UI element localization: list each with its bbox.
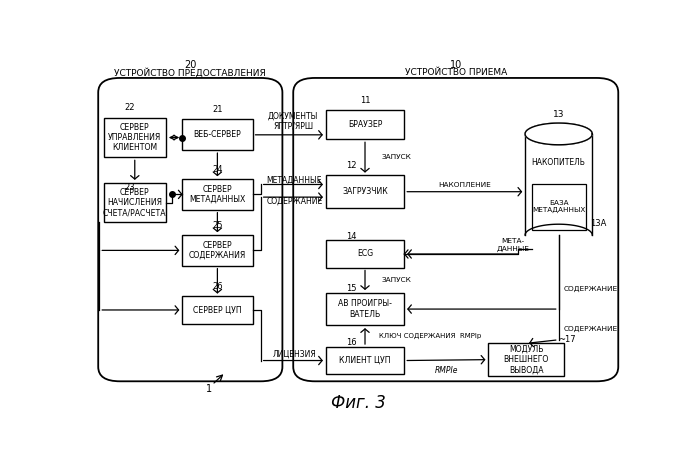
Text: 26: 26 (212, 282, 223, 291)
Text: RMPIe: RMPIe (435, 366, 458, 375)
Text: 21: 21 (212, 105, 223, 114)
Bar (326, 241, 404, 267)
Text: СЕРВЕР
СОДЕРЖАНИЯ: СЕРВЕР СОДЕРЖАНИЯ (189, 241, 246, 260)
Text: 11: 11 (360, 96, 370, 105)
Bar (103, 118, 166, 158)
Text: Фиг. 3: Фиг. 3 (331, 394, 386, 412)
FancyBboxPatch shape (98, 78, 282, 381)
Text: 13: 13 (553, 110, 564, 119)
Text: 10: 10 (449, 61, 462, 70)
Text: КЛЮЧ СОДЕРЖАНИЯ  RMPIp: КЛЮЧ СОДЕРЖАНИЯ RMPIp (379, 333, 481, 339)
Bar (182, 235, 252, 266)
Text: 23: 23 (124, 183, 135, 192)
Text: СОДЕРЖАНИЕ: СОДЕРЖАНИЕ (266, 197, 322, 206)
Text: 14: 14 (346, 232, 356, 241)
Text: НАКОПИТЕЛЬ: НАКОПИТЕЛЬ (532, 159, 586, 167)
Text: ЗАПУСК: ЗАПУСК (381, 154, 411, 160)
Text: 25: 25 (212, 221, 223, 230)
Bar (103, 183, 166, 222)
Text: 20: 20 (184, 61, 196, 70)
Text: МЕТА-
ДАННЫЕ: МЕТА- ДАННЫЕ (496, 238, 529, 251)
Bar (326, 175, 404, 208)
Text: БАЗА
МЕТАДАННЫХ: БАЗА МЕТАДАННЫХ (532, 200, 585, 213)
Text: СОДЕРЖАНИЕ: СОДЕРЖАНИЕ (564, 286, 618, 292)
Bar (182, 296, 252, 324)
Text: СЕРВЕР ЦУП: СЕРВЕР ЦУП (193, 305, 242, 315)
Text: УСТРОЙСТВО ПРЕДОСТАВЛЕНИЯ: УСТРОЙСТВО ПРЕДОСТАВЛЕНИЯ (115, 68, 266, 77)
Text: БРАУЗЕР: БРАУЗЕР (348, 121, 382, 129)
Text: МЕТАДАННЫЕ: МЕТАДАННЫЕ (266, 176, 322, 185)
Bar (326, 347, 404, 374)
Text: 1: 1 (206, 384, 212, 393)
Text: УСТРОЙСТВО ПРИЕМА: УСТРОЙСТВО ПРИЕМА (405, 68, 507, 77)
Text: КЛИЕНТ ЦУП: КЛИЕНТ ЦУП (339, 356, 391, 365)
Text: ДОКУМЕНТЫ
ЯГТР/ЯРШ: ДОКУМЕНТЫ ЯГТР/ЯРШ (268, 112, 319, 131)
Text: ~17: ~17 (558, 334, 575, 344)
Text: ЗАГРУЗЧИК: ЗАГРУЗЧИК (342, 187, 388, 196)
Text: ЛИЦЕНЗИЯ: ЛИЦЕНЗИЯ (273, 349, 316, 358)
Bar (182, 120, 252, 150)
Bar (326, 293, 404, 325)
Text: АВ ПРОИГРЫ-
ВАТЕЛЬ: АВ ПРОИГРЫ- ВАТЕЛЬ (338, 299, 392, 319)
Text: 22: 22 (124, 104, 135, 113)
Text: ECG: ECG (357, 250, 373, 258)
Text: ВЕБ-СЕРВЕР: ВЕБ-СЕРВЕР (194, 130, 241, 139)
Text: 13A: 13A (590, 219, 606, 228)
Ellipse shape (525, 123, 592, 145)
Bar (326, 111, 404, 139)
FancyBboxPatch shape (294, 78, 618, 381)
Bar (532, 184, 586, 230)
Text: 12: 12 (346, 161, 356, 170)
Text: НАКОПЛЕНИЕ: НАКОПЛЕНИЕ (438, 182, 491, 188)
Text: МОДУЛЬ
ВНЕШНЕГО
ВЫВОДА: МОДУЛЬ ВНЕШНЕГО ВЫВОДА (503, 345, 549, 375)
Text: 24: 24 (212, 165, 223, 174)
Text: СЕРВЕР
НАЧИСЛЕНИЯ
СЧЕТА/РАСЧЕТА: СЕРВЕР НАЧИСЛЕНИЯ СЧЕТА/РАСЧЕТА (103, 188, 166, 218)
Text: 15: 15 (346, 284, 356, 293)
Text: 16: 16 (346, 338, 356, 347)
Text: ЗАПУСК: ЗАПУСК (381, 277, 411, 283)
Text: СЕРВЕР
УПРАВЛЕНИЯ
КЛИЕНТОМ: СЕРВЕР УПРАВЛЕНИЯ КЛИЕНТОМ (108, 122, 161, 152)
Text: СОДЕРЖАНИЕ: СОДЕРЖАНИЕ (564, 326, 618, 332)
Bar (488, 343, 564, 376)
Text: СЕРВЕР
МЕТАДАННЫХ: СЕРВЕР МЕТАДАННЫХ (189, 185, 245, 204)
Bar (182, 179, 252, 210)
